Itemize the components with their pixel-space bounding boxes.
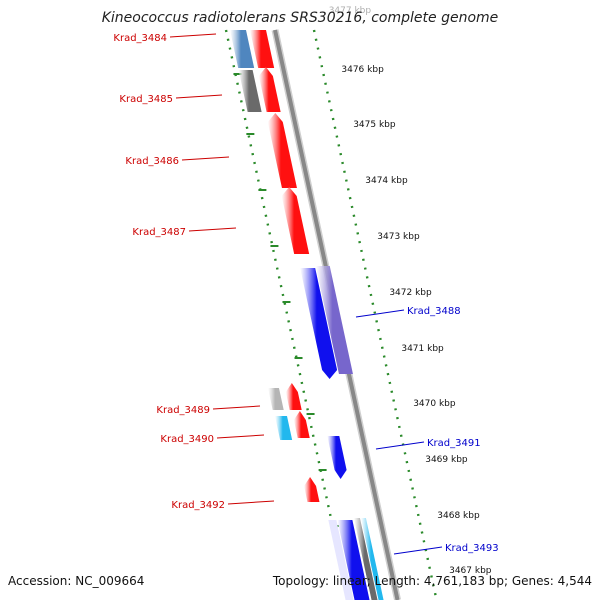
tick-label: 3472 kbp [389, 288, 432, 298]
leader-line [175, 94, 223, 99]
tick-label: 3467 kbp [449, 566, 492, 576]
gene-label-krad-3493[interactable]: Krad_3493 [445, 543, 499, 554]
leader-line [169, 33, 217, 38]
gene-block-krad-3484 [250, 30, 275, 68]
leader-line [355, 309, 405, 318]
leader-line [212, 405, 261, 410]
gene-block-krad-3491 [327, 436, 347, 479]
leader-line [375, 441, 425, 450]
gene-block-krad-3490 [293, 411, 310, 438]
gene-block-krad-3487 [281, 187, 310, 254]
leader-line [393, 546, 443, 555]
leader-line [188, 227, 237, 232]
gene-block-krad-3493 [337, 520, 370, 600]
page-title: Kineococcus radiotolerans SRS30216, comp… [101, 10, 499, 26]
gene-block-krad-3492 [304, 477, 320, 502]
gene-block-krad-3485 [258, 67, 281, 112]
gene-block-krad-3493-companion-3 [328, 520, 354, 600]
gene-label-krad-3486[interactable]: Krad_3486 [125, 156, 179, 167]
tick-label: 3470 kbp [413, 399, 456, 409]
gene-block-krad-3484-companion [230, 30, 255, 68]
gene-label-krad-3492[interactable]: Krad_3492 [171, 500, 225, 511]
gene-block-krad-3489 [285, 383, 302, 410]
tick-label: 3473 kbp [377, 232, 420, 242]
accession-text: Accession: NC_009664 [8, 574, 145, 588]
gene-block-krad-3486 [267, 113, 297, 188]
gene-block-krad-3488 [300, 268, 338, 379]
gene-label-krad-3485[interactable]: Krad_3485 [119, 94, 173, 105]
gene-block-krad-3493-companion-2 [360, 518, 384, 600]
tick-label: 3468 kbp [437, 511, 480, 521]
tick-label: 3471 kbp [401, 344, 444, 354]
gene-label-krad-3490[interactable]: Krad_3490 [160, 434, 214, 445]
gene-block-krad-3488-companion [315, 266, 353, 374]
tick-label: 3474 kbp [365, 176, 408, 186]
gene-label-krad-3491[interactable]: Krad_3491 [427, 438, 481, 449]
tick-label: 3469 kbp [425, 455, 468, 465]
leader-line [216, 434, 265, 439]
leader-line [181, 156, 230, 161]
gene-block-krad-3485-companion [238, 70, 262, 112]
gene-block-krad-3490-companion [274, 416, 293, 440]
gene-block-krad-3493-companion-1 [353, 518, 378, 600]
tick-label: 3475 kbp [353, 120, 396, 130]
gene-label-krad-3489[interactable]: Krad_3489 [156, 405, 210, 416]
genome-info-text: Topology: linear; Length: 4,761,183 bp; … [272, 574, 592, 588]
leader-line [227, 500, 275, 505]
tick-label: 3476 kbp [341, 65, 384, 75]
tick-label: 3477 kbp [329, 6, 372, 16]
gene-label-krad-3488[interactable]: Krad_3488 [407, 306, 461, 317]
gene-label-krad-3487[interactable]: Krad_3487 [132, 227, 186, 238]
gene-label-krad-3484[interactable]: Krad_3484 [113, 33, 167, 44]
gene-block-krad-3489-companion [267, 388, 284, 410]
